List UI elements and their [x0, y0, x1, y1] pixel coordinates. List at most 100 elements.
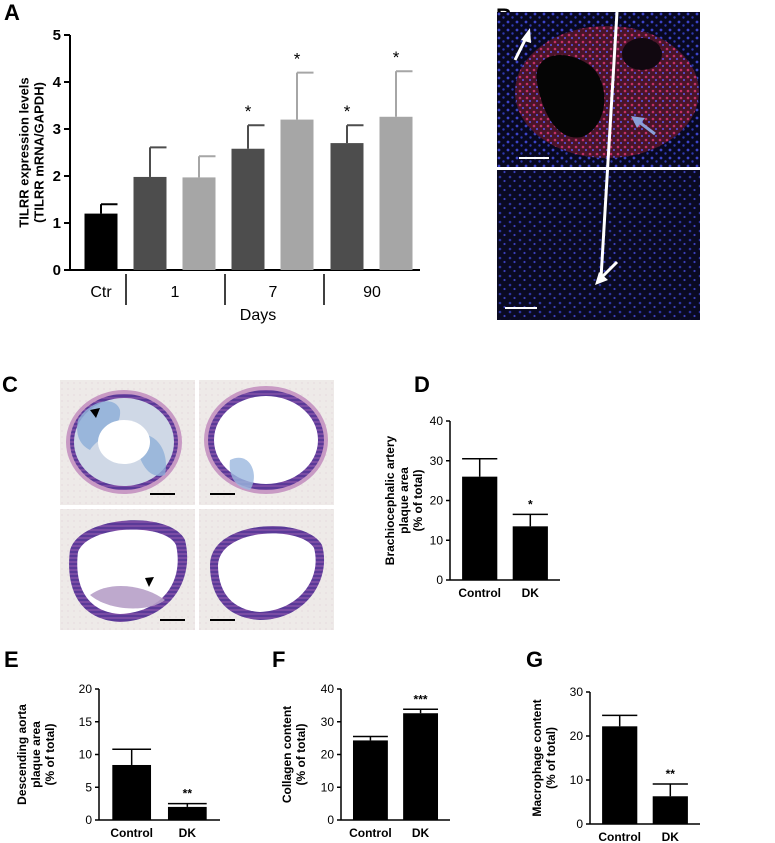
y-tick-label: 10: [430, 533, 444, 547]
significance-marker: *: [344, 102, 351, 121]
bar: [84, 213, 118, 270]
y-tick-label: 0: [436, 573, 443, 587]
category-label: Control: [598, 830, 641, 843]
bar: [231, 148, 265, 270]
group-label: Ctr: [90, 284, 112, 301]
y-tick-label: 0: [327, 813, 334, 827]
micrograph-b-fluorescence: [497, 12, 700, 320]
y-tick-label: 30: [430, 454, 444, 468]
y-tick-label: 3: [53, 121, 61, 138]
category-label: Control: [349, 826, 392, 840]
y-tick-label: 4: [53, 74, 62, 91]
y-tick-label: 0: [53, 262, 61, 279]
bar: [280, 119, 314, 270]
bar: [403, 713, 439, 820]
chart-d-brachiocephalic-plaque: 0 10 20 30 40 Brachiocephalic artery plaque ar…: [383, 414, 560, 600]
category-label: Control: [458, 586, 501, 600]
panel-letter-g: G: [526, 647, 544, 672]
category-label: Control: [110, 826, 153, 840]
y-tick-label: 5: [85, 780, 92, 794]
category-label: DK: [662, 830, 680, 843]
y-tick-label: 40: [430, 414, 444, 428]
y-axis-label: TILRR expression levels (TILRR mRNA/GAPDH…: [17, 77, 47, 227]
histology-dk-descending-aorta: [199, 509, 334, 630]
significance-marker: *: [393, 48, 400, 67]
bar: [182, 177, 216, 270]
y-tick-label: 5: [53, 27, 61, 44]
y-tick-label: 2: [53, 168, 61, 185]
histology-control-brachiocephalic: [60, 380, 195, 505]
chart-g-macrophage-content: 0 10 20 30 Macrophage content (% of total) Con…: [530, 685, 700, 843]
histology-dk-brachiocephalic: [199, 380, 334, 505]
y-axis-label-line: (% of total): [544, 727, 558, 789]
significance-marker: *: [245, 102, 252, 121]
white-arrow-icon: [513, 28, 531, 61]
y-tick-label: 20: [430, 494, 444, 508]
category-label: DK: [179, 826, 197, 840]
y-tick-label: 0: [576, 817, 583, 831]
y-axis-label-line: Brachiocephalic artery: [383, 435, 397, 565]
significance-marker: *: [528, 497, 533, 511]
bar: [512, 526, 548, 580]
y-axis-label: Descending aorta plaque area (% of total): [15, 704, 57, 805]
y-axis-label-line: plaque area: [29, 721, 43, 788]
y-tick-label: 20: [570, 729, 584, 743]
y-axis-label: Brachiocephalic artery plaque area (% of t…: [383, 435, 425, 565]
bar: [462, 476, 498, 580]
y-tick-label: 40: [321, 682, 335, 696]
group-label: 90: [363, 284, 381, 301]
category-label: DK: [522, 586, 540, 600]
significance-marker: *: [294, 50, 301, 69]
bar: [112, 764, 152, 820]
y-axis-label-line: plaque area: [397, 467, 411, 534]
panel-letter-d: D: [414, 372, 430, 397]
y-tick-label: 20: [79, 682, 93, 696]
panel-letter-a: A: [4, 0, 20, 25]
y-axis-label-line: TILRR expression levels: [17, 77, 32, 227]
bar: [602, 726, 638, 824]
chart-e-descending-aorta-plaque: 0 5 10 15 20 Descending aorta plaque area (% of…: [15, 682, 220, 840]
bar: [330, 143, 364, 270]
y-axis-label-line: (TILRR mRNA/GAPDH): [32, 82, 47, 223]
y-axis-label: Macrophage content (% of total): [530, 699, 558, 816]
group-label: 7: [269, 284, 278, 301]
white-arrow-icon: [595, 12, 619, 285]
y-tick-label: 15: [79, 715, 93, 729]
bar: [133, 176, 167, 270]
significance-marker: **: [183, 787, 193, 801]
micrograph-b-top: [497, 12, 700, 167]
bar: [652, 796, 688, 824]
chart-a-tilrr-expression: 0 1 2 3 4 5 TILRR expression levels (TILRR mRNA…: [17, 27, 420, 324]
bar: [352, 740, 388, 820]
y-tick-label: 20: [321, 748, 335, 762]
y-tick-label: 10: [570, 773, 584, 787]
y-tick-label: 10: [79, 748, 93, 762]
panel-letter-e: E: [4, 647, 19, 672]
y-axis-label-line: Macrophage content: [530, 699, 544, 816]
category-label: DK: [412, 826, 430, 840]
group-label: 1: [171, 284, 180, 301]
bar: [379, 116, 413, 270]
bar: [167, 806, 207, 820]
y-tick-label: 10: [321, 780, 335, 794]
y-tick-label: 0: [85, 813, 92, 827]
micrograph-c-histology: [60, 380, 334, 630]
y-tick-label: 30: [570, 685, 584, 699]
y-axis-label-line: Descending aorta: [15, 704, 29, 805]
micrograph-b-bottom: [497, 12, 700, 320]
x-axis-label: Days: [240, 307, 276, 324]
panel-letter-c: C: [2, 372, 18, 397]
blue-arrow-icon: [631, 116, 656, 136]
y-axis-label-line: Collagen content: [280, 706, 294, 803]
histology-control-descending-aorta: [60, 509, 195, 630]
significance-marker: ***: [414, 692, 428, 706]
y-axis-label-line: (% of total): [294, 724, 308, 786]
significance-marker: **: [666, 767, 676, 781]
y-tick-label: 1: [53, 215, 61, 232]
chart-f-collagen-content: 0 10 20 30 40 Collagen content (% of total) Con…: [280, 682, 450, 840]
panel-letter-f: F: [272, 647, 286, 672]
y-tick-label: 30: [321, 715, 335, 729]
y-axis-label: Collagen content (% of total): [280, 706, 308, 803]
y-axis-label-line: (% of total): [43, 724, 57, 786]
y-axis-label-line: (% of total): [411, 470, 425, 532]
